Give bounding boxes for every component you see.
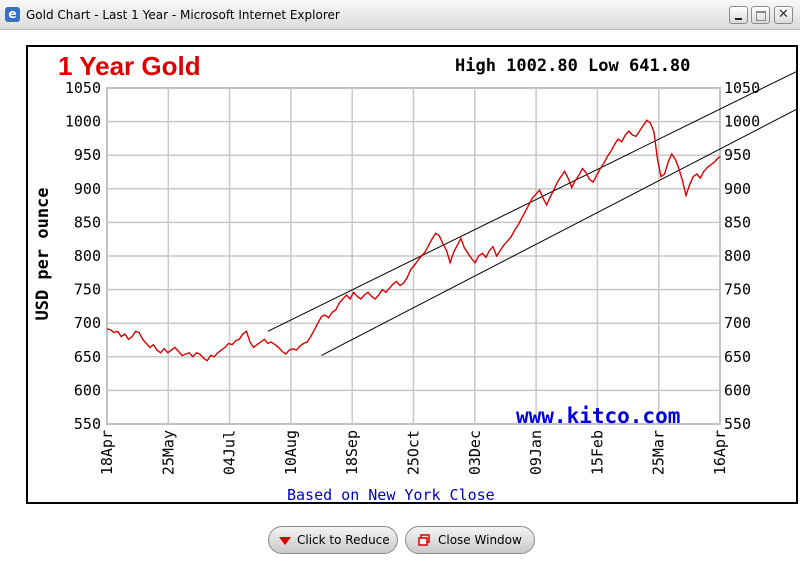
y-axis-right: 550 600 650 700 750 800 850 900 950 1000 1050	[724, 79, 760, 433]
x-axis: 18Apr 25May 04Jul 10Aug 18Sep 25Oct 03Dec 09Jan…	[98, 430, 729, 475]
kitco-watermark: www.kitco.com	[516, 404, 680, 428]
page-content: 550 600 650 700 750 800 850 900 950 1000 1050 550 6…	[0, 30, 800, 566]
y-tick-label: 950	[724, 146, 751, 164]
maximize-button[interactable]	[751, 6, 770, 24]
grid	[106, 87, 721, 425]
x-tick-label: 04Jul	[221, 430, 239, 475]
trendlines	[267, 71, 796, 356]
window-icon	[418, 534, 430, 546]
x-tick-label: 16Apr	[711, 430, 729, 475]
y-tick-label: 700	[724, 314, 751, 332]
y-axis-label: USD per ounce	[33, 187, 53, 320]
x-tick-label: 10Aug	[282, 430, 300, 475]
trendline	[321, 109, 796, 356]
y-tick-label: 800	[724, 247, 751, 265]
close-icon: ✕	[778, 7, 789, 22]
x-tick-label: 25Oct	[405, 430, 423, 475]
click-to-reduce-button[interactable]: Click to Reduce	[268, 526, 398, 554]
y-tick-label: 1000	[724, 113, 760, 131]
gold-price-line	[106, 119, 721, 362]
y-tick-label: 700	[74, 314, 101, 332]
window-title: Gold Chart - Last 1 Year - Microsoft Int…	[26, 8, 340, 22]
y-tick-label: 850	[724, 213, 751, 231]
close-window-button[interactable]: Close Window	[405, 526, 535, 554]
reduce-label: Click to Reduce	[297, 533, 390, 547]
x-tick-label: 09Jan	[527, 430, 545, 475]
internet-explorer-icon: e	[5, 7, 20, 22]
y-tick-label: 750	[74, 281, 101, 299]
y-tick-label: 650	[74, 348, 101, 366]
y-tick-label: 1050	[724, 79, 760, 97]
x-tick-label: 18Sep	[343, 430, 361, 475]
y-tick-label: 900	[74, 180, 101, 198]
x-tick-label: 25Mar	[650, 430, 668, 475]
x-tick-label: 15Feb	[588, 430, 606, 475]
y-tick-label: 1050	[65, 79, 101, 97]
based-on-note: Based on New York Close	[287, 486, 495, 502]
y-tick-label: 550	[724, 415, 751, 433]
y-tick-label: 600	[74, 381, 101, 399]
y-tick-label: 1000	[65, 113, 101, 131]
y-tick-label: 850	[74, 213, 101, 231]
x-tick-label: 03Dec	[466, 430, 484, 475]
minimize-button[interactable]	[729, 6, 748, 24]
y-tick-label: 800	[74, 247, 101, 265]
chart-svg: 550 600 650 700 750 800 850 900 950 1000 1050 550 6…	[33, 51, 796, 502]
y-tick-label: 750	[724, 281, 751, 299]
y-tick-label: 650	[724, 348, 751, 366]
y-axis-left: 550 600 650 700 750 800 850 900 950 1000 1050	[65, 79, 101, 433]
trendline	[267, 71, 796, 332]
x-tick-label: 25May	[159, 430, 177, 475]
high-low-summary: High 1002.80 Low 641.80	[455, 56, 690, 76]
y-tick-label: 600	[724, 381, 751, 399]
x-tick-label: 18Apr	[98, 430, 116, 475]
y-tick-label: 550	[74, 415, 101, 433]
close-button[interactable]: ✕	[774, 6, 793, 24]
gold-chart: 550 600 650 700 750 800 850 900 950 1000 1050 550 6…	[26, 45, 798, 504]
title-bar: e Gold Chart - Last 1 Year - Microsoft I…	[0, 0, 800, 30]
arrow-down-icon	[279, 537, 291, 545]
chart-title: 1 Year Gold	[58, 51, 201, 81]
y-tick-label: 950	[74, 146, 101, 164]
y-tick-label: 900	[724, 180, 751, 198]
close-window-label: Close Window	[438, 533, 522, 547]
